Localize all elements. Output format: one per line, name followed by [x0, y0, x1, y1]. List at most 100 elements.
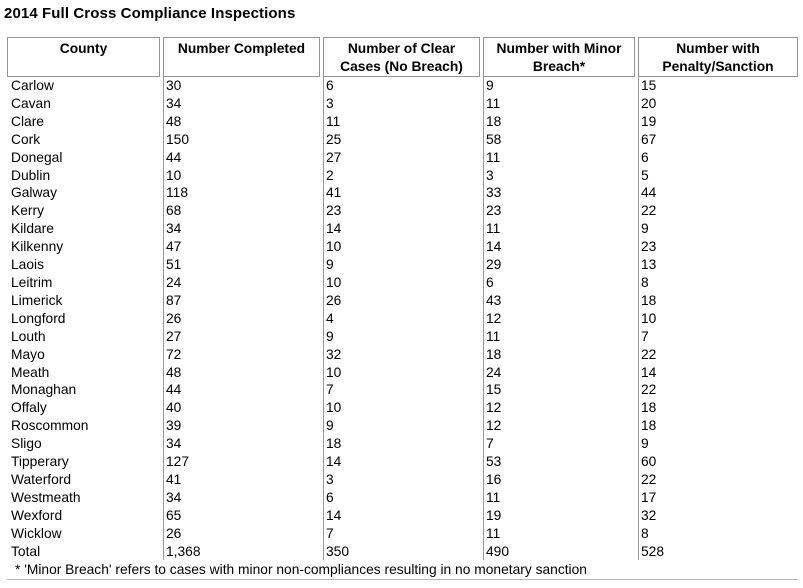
county-cell: Waterford: [11, 471, 72, 487]
county-cell: Carlow: [11, 78, 54, 93]
table-body: Carlow 30 6 9 15 Cavan 34 3 11 20 Clare 48 11 18 19 Cor…: [7, 77, 798, 581]
minor-breach-cell: 12: [483, 309, 635, 328]
table-row: Wicklow 26 7 11 8: [7, 524, 798, 543]
completed-cell: 47: [163, 238, 320, 257]
clear-cases-cell: 25: [323, 130, 480, 149]
completed-cell: 48: [163, 363, 320, 382]
table-row: Roscommon 39 9 12 18: [7, 417, 798, 436]
minor-breach-cell: 24: [483, 363, 635, 382]
penalty-cell: 6: [638, 148, 798, 167]
table-row: Louth 27 9 11 7: [7, 327, 798, 346]
clear-cases-cell: 10: [323, 399, 480, 418]
penalty-cell: 17: [638, 488, 798, 507]
clear-cases-cell: 10: [323, 273, 480, 292]
table-row: Monaghan 44 7 15 22: [7, 381, 798, 400]
penalty-cell: 22: [638, 202, 798, 221]
table-row: Westmeath 34 6 11 17: [7, 488, 798, 507]
completed-cell: 30: [163, 77, 320, 95]
table-row: Dublin 10 2 3 5: [7, 166, 798, 185]
table-row: Kildare 34 14 11 9: [7, 220, 798, 239]
header-county: County: [7, 37, 160, 77]
county-cell: Meath: [11, 364, 50, 380]
county-cell: Sligo: [11, 436, 42, 452]
clear-cases-cell: 6: [323, 77, 480, 95]
completed-cell: 150: [163, 130, 320, 149]
minor-breach-cell: 53: [483, 453, 635, 471]
clear-cases-cell: 350: [323, 542, 480, 561]
penalty-cell: 22: [638, 470, 798, 489]
completed-cell: 27: [163, 327, 320, 346]
penalty-cell: 18: [638, 417, 798, 436]
county-cell: Total: [11, 543, 41, 559]
header-row: County Number Completed Number of Clear …: [7, 37, 798, 77]
completed-cell: 26: [163, 309, 320, 328]
county-cell: Wexford: [11, 507, 63, 523]
penalty-cell: 23: [638, 238, 798, 257]
clear-cases-cell: 9: [323, 327, 480, 346]
clear-cases-cell: 27: [323, 148, 480, 167]
county-cell: Kerry: [11, 203, 44, 219]
clear-cases-cell: 7: [323, 381, 480, 400]
completed-cell: 51: [163, 256, 320, 274]
minor-breach-cell: 18: [483, 345, 635, 364]
table-row: Limerick 87 26 43 18: [7, 291, 798, 310]
penalty-cell: 20: [638, 94, 798, 113]
penalty-cell: 22: [638, 381, 798, 400]
clear-cases-cell: 26: [323, 291, 480, 310]
penalty-cell: 528: [638, 542, 798, 561]
table-row: Cork 150 25 58 67: [7, 130, 798, 149]
county-cell: Limerick: [11, 292, 63, 308]
clear-cases-cell: 3: [323, 94, 480, 113]
completed-cell: 34: [163, 435, 320, 454]
county-cell: Kilkenny: [11, 239, 64, 255]
clear-cases-cell: 18: [323, 435, 480, 454]
minor-breach-cell: 58: [483, 130, 635, 149]
table-row: Longford 26 4 12 10: [7, 309, 798, 328]
minor-breach-cell: 11: [483, 327, 635, 346]
minor-breach-cell: 14: [483, 238, 635, 257]
minor-breach-cell: 12: [483, 399, 635, 418]
completed-cell: 1,368: [163, 542, 320, 561]
completed-cell: 44: [163, 148, 320, 167]
table-row: Leitrim 24 10 6 8: [7, 273, 798, 292]
penalty-cell: 8: [638, 273, 798, 292]
county-cell: Wicklow: [11, 525, 62, 541]
penalty-cell: 13: [638, 256, 798, 274]
county-cell: Dublin: [11, 167, 51, 183]
completed-cell: 127: [163, 453, 320, 471]
county-cell: Galway: [11, 185, 58, 201]
clear-cases-cell: 9: [323, 417, 480, 436]
table-row: Donegal 44 27 11 6: [7, 148, 798, 167]
table-row: Offaly 40 10 12 18: [7, 399, 798, 418]
clear-cases-cell: 4: [323, 309, 480, 328]
minor-breach-cell: 11: [483, 524, 635, 543]
minor-breach-cell: 12: [483, 417, 635, 436]
completed-cell: 26: [163, 524, 320, 543]
completed-cell: 72: [163, 345, 320, 364]
clear-cases-cell: 23: [323, 202, 480, 221]
minor-breach-cell: 15: [483, 381, 635, 400]
total-row: Total 1,368 350 490 528: [7, 542, 798, 561]
penalty-cell: 18: [638, 399, 798, 418]
completed-cell: 87: [163, 291, 320, 310]
minor-breach-cell: 9: [483, 77, 635, 95]
county-cell: Offaly: [11, 400, 47, 416]
county-cell: Leitrim: [11, 274, 53, 290]
table-row: Meath 48 10 24 14: [7, 363, 798, 382]
county-cell: Laois: [11, 257, 44, 273]
clear-cases-cell: 3: [323, 470, 480, 489]
table-row: Laois 51 9 29 13: [7, 256, 798, 274]
county-cell: Roscommon: [11, 418, 89, 434]
minor-breach-cell: 23: [483, 202, 635, 221]
minor-breach-cell: 11: [483, 94, 635, 113]
minor-breach-cell: 18: [483, 112, 635, 131]
minor-breach-cell: 490: [483, 542, 635, 561]
county-cell: Cavan: [11, 95, 51, 111]
penalty-cell: 10: [638, 309, 798, 328]
page-title: 2014 Full Cross Compliance Inspections: [4, 5, 296, 22]
header-penalty-sanction: Number with Penalty/Sanction: [638, 37, 798, 77]
county-cell: Westmeath: [11, 489, 81, 505]
minor-breach-footnote: * 'Minor Breach' refers to cases with mi…: [7, 560, 798, 581]
penalty-cell: 19: [638, 112, 798, 131]
table-row: Clare 48 11 18 19: [7, 112, 798, 131]
